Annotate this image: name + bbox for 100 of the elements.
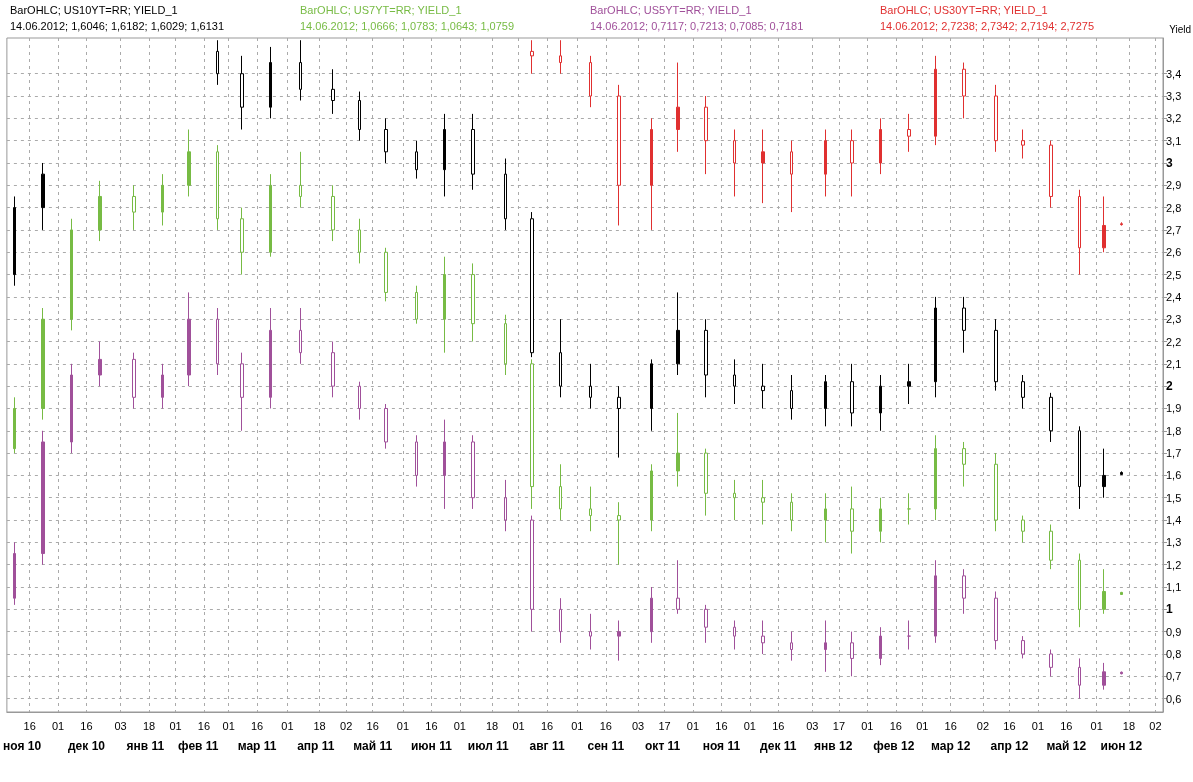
y-tick-label: 2,3 [1166, 313, 1182, 326]
x-tick-label: 01 [686, 719, 700, 732]
candlestick [1102, 568, 1106, 615]
candlestick [1120, 221, 1123, 227]
x2-tick-label: ноя 10 [3, 739, 42, 753]
text: BarOHLC; US7YT=RR; YIELD_1 [300, 3, 462, 16]
x-tick-label: 01 [51, 719, 65, 732]
x-tick-label: 01 [743, 719, 756, 732]
text: BarOHLC; US30YT=RR; YIELD_1 [880, 3, 1048, 16]
candlestick [216, 144, 219, 231]
candlestick [132, 184, 136, 231]
candlestick [907, 113, 911, 153]
candlestick [1049, 524, 1053, 570]
candlestick [676, 291, 680, 376]
y-tick-label: 2,9 [1166, 179, 1182, 192]
candlestick [733, 358, 736, 405]
candlestick [1021, 129, 1025, 160]
x2-tick-label: ноя 11 [702, 739, 741, 753]
y-tick-label: 1,8 [1166, 424, 1182, 437]
candlestick [358, 91, 361, 142]
y-tick-label: 0,8 [1166, 647, 1182, 660]
y-tick-label: 3,4 [1166, 67, 1182, 80]
y-tick-label: 1,5 [1166, 491, 1182, 504]
candlestick [994, 590, 998, 651]
candlestick [530, 515, 534, 633]
candlestick [384, 247, 388, 302]
y-tick-label: 2 [1166, 379, 1173, 394]
x2-tick-label: дек 10 [68, 739, 106, 753]
candlestick [559, 597, 562, 644]
x-tick-label: 02 [1149, 719, 1162, 732]
x-tick-label: 01 [512, 719, 525, 732]
candlestick [589, 55, 592, 108]
candlestick [358, 218, 361, 264]
candlestick [704, 448, 708, 517]
x-tick-label: 01 [916, 719, 929, 732]
candlestick [879, 497, 882, 543]
y-tick-label: 2,7 [1166, 223, 1182, 236]
candlestick [504, 158, 507, 231]
y-tick-label: 3 [1166, 155, 1173, 170]
x2-tick-label: окт 11 [645, 739, 681, 753]
x-tick-label: 18 [1122, 719, 1136, 732]
candlestick [907, 363, 911, 405]
x2-tick-label: фев 12 [873, 739, 915, 753]
y-tick-label: 2,6 [1166, 246, 1182, 259]
candlestick [41, 430, 45, 566]
text: 14.06.2012; 2,7238; 2,7342; 2,7194; 2,7275 [880, 19, 1095, 32]
candlestick [1120, 470, 1123, 476]
candlestick [617, 385, 621, 459]
x2-tick-label: мар 11 [237, 739, 277, 753]
y-tick-label: 0,7 [1166, 670, 1182, 683]
x-tick-label: 16 [715, 719, 728, 732]
candlestick [269, 307, 272, 409]
text: 14.06.2012; 1,6046; 1,6182; 1,6029; 1,6131 [10, 19, 225, 32]
x-tick-label: 01 [169, 719, 182, 732]
x2-tick-label: май 11 [353, 739, 393, 753]
x2-tick-label: апр 12 [990, 739, 1029, 753]
candlestick [70, 218, 73, 331]
x-tick-label: 02 [976, 719, 990, 732]
candlestick [962, 296, 966, 354]
text: BarOHLC; US10YT=RR; YIELD_1 [10, 3, 178, 16]
x-tick-label: 16 [944, 719, 957, 732]
x-tick-label: 16 [772, 719, 785, 732]
candlestick [1021, 374, 1025, 409]
x2-tick-label: сен 11 [587, 739, 625, 753]
candlestick [704, 95, 708, 175]
candlestick [1078, 553, 1081, 628]
candlestick [13, 195, 16, 287]
candlestick [650, 586, 653, 644]
text: 14.06.2012; 0,7117; 0,7213; 0,7085; 0,7181 [590, 19, 804, 32]
x-tick-label: 16 [80, 719, 93, 732]
candlestick [415, 140, 418, 180]
x-tick-label: 01 [453, 719, 466, 732]
x2-tick-label: апр 11 [297, 739, 335, 753]
candlestick [559, 39, 562, 75]
candlestick [98, 341, 102, 387]
y-tick-label: 3,3 [1166, 90, 1182, 103]
x2-tick-label: июл 11 [467, 739, 510, 753]
x2-tick-label: янв 12 [814, 739, 853, 753]
candlestick [132, 352, 136, 409]
y-tick-label: 2,2 [1166, 335, 1182, 348]
candlestick [676, 559, 680, 615]
x2-tick-label: дек 11 [760, 739, 797, 753]
candlestick [559, 463, 562, 521]
candlestick [790, 492, 793, 532]
y-tick-label: 1,1 [1166, 581, 1182, 594]
x-tick-label: 01 [571, 719, 584, 732]
candlestick [934, 55, 937, 146]
x-tick-label: 01 [1031, 719, 1045, 732]
x-tick-label: 18 [142, 719, 156, 732]
candlestick [962, 62, 966, 119]
candlestick [994, 318, 998, 392]
candlestick [530, 211, 534, 358]
x-tick-label: 17 [832, 719, 846, 732]
candlestick [1102, 662, 1106, 691]
candlestick [790, 631, 793, 662]
candlestick [331, 68, 335, 115]
candlestick [617, 84, 621, 226]
x-tick-label: 16 [1003, 719, 1016, 732]
candlestick [824, 129, 827, 197]
candlestick [934, 559, 937, 644]
